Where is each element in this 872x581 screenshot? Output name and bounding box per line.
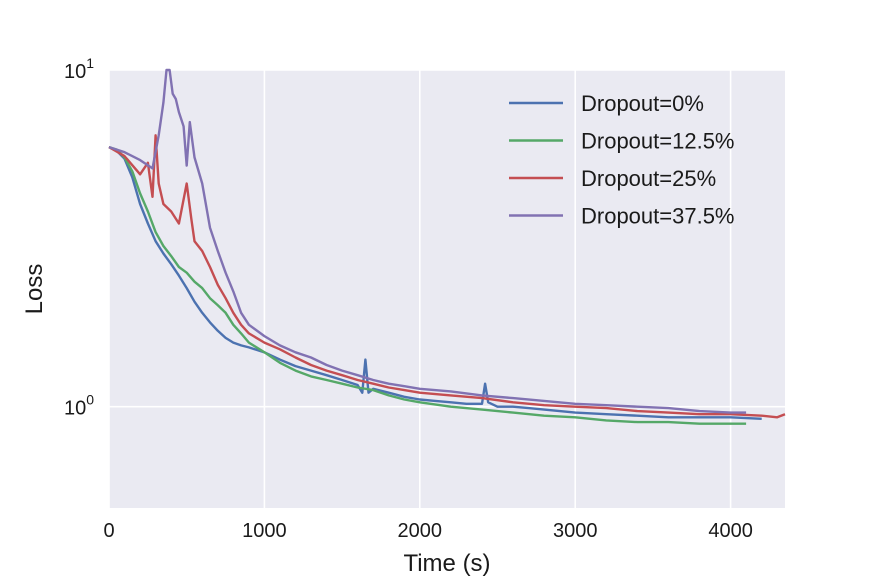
legend-label-1: Dropout=12.5% bbox=[581, 129, 735, 154]
x-tick-labels: 0 1000 2000 3000 4000 bbox=[103, 520, 752, 542]
legend-label-3: Dropout=37.5% bbox=[581, 204, 735, 229]
series-line-3 bbox=[108, 68, 747, 414]
plot-background bbox=[109, 70, 785, 508]
x-axis-title: Time (s) bbox=[403, 550, 490, 577]
x-tick-label: 0 bbox=[103, 520, 114, 542]
series-line-1 bbox=[108, 145, 747, 425]
series-lines bbox=[108, 68, 786, 425]
y-axis-title: Loss bbox=[21, 264, 48, 315]
legend: Dropout=0% Dropout=12.5% Dropout=25% Dropou… bbox=[509, 91, 735, 229]
x-tick-label: 4000 bbox=[708, 520, 753, 542]
x-tick-label: 1000 bbox=[242, 520, 287, 542]
legend-label-2: Dropout=25% bbox=[581, 166, 716, 191]
legend-label-0: Dropout=0% bbox=[581, 91, 704, 116]
y-tick-label: 101 bbox=[64, 55, 94, 83]
x-tick-label: 3000 bbox=[553, 520, 598, 542]
series-line-0 bbox=[108, 146, 762, 420]
y-tick-labels: 100 101 bbox=[64, 55, 94, 420]
y-tick-label: 100 bbox=[64, 392, 94, 420]
series-line-2 bbox=[108, 134, 786, 419]
x-tick-label: 2000 bbox=[398, 520, 443, 542]
